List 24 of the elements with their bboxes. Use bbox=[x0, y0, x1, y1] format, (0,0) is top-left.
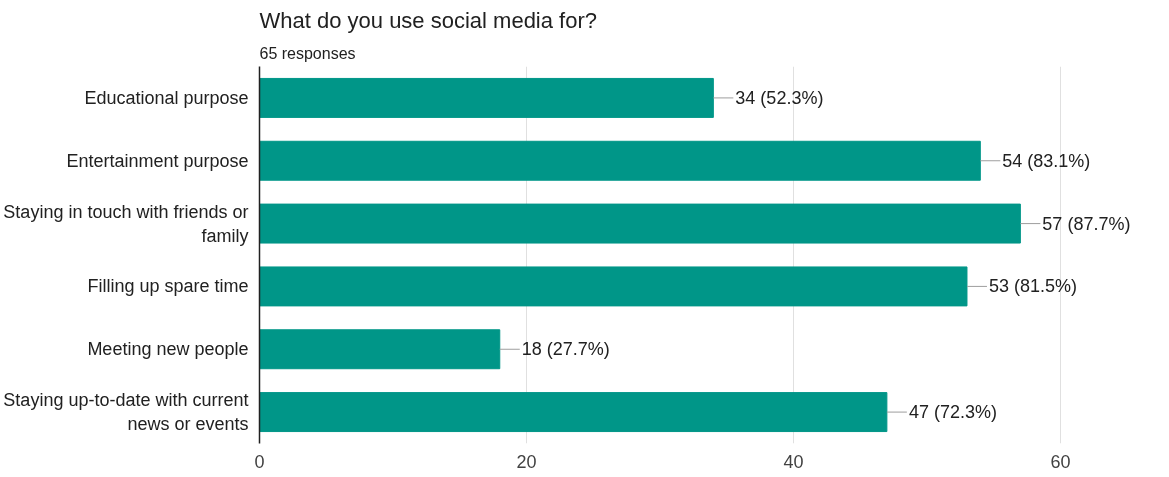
y-tick-label: Educational purpose bbox=[84, 87, 249, 108]
data-label: 57 (87.7%) bbox=[1042, 213, 1131, 234]
x-tick-label: 40 bbox=[783, 451, 804, 472]
chart-subtitle: 65 responses bbox=[259, 44, 356, 62]
x-tick-label: 60 bbox=[1050, 451, 1071, 472]
y-tick-label: Entertainment purpose bbox=[66, 150, 249, 171]
x-tick-label: 20 bbox=[516, 451, 537, 472]
chart-title: What do you use social media for? bbox=[259, 7, 598, 33]
bar bbox=[259, 392, 888, 433]
bar bbox=[259, 203, 1021, 244]
y-tick-label: Meeting new people bbox=[87, 339, 249, 360]
data-label: 54 (83.1%) bbox=[1002, 150, 1091, 171]
data-label: 34 (52.3%) bbox=[735, 87, 824, 108]
bar bbox=[259, 266, 968, 307]
data-label: 18 (27.7%) bbox=[521, 339, 610, 360]
bar bbox=[259, 77, 714, 118]
bar bbox=[259, 329, 501, 370]
x-tick-label: 0 bbox=[254, 451, 265, 472]
bar bbox=[259, 140, 981, 181]
y-tick-label: Staying in touch with friends or family bbox=[3, 201, 249, 246]
y-tick-label: Staying up-to-date with current news or events bbox=[3, 390, 249, 435]
data-label: 47 (72.3%) bbox=[908, 402, 997, 423]
y-tick-label: Filling up spare time bbox=[87, 276, 249, 297]
data-label: 53 (81.5%) bbox=[988, 276, 1078, 297]
